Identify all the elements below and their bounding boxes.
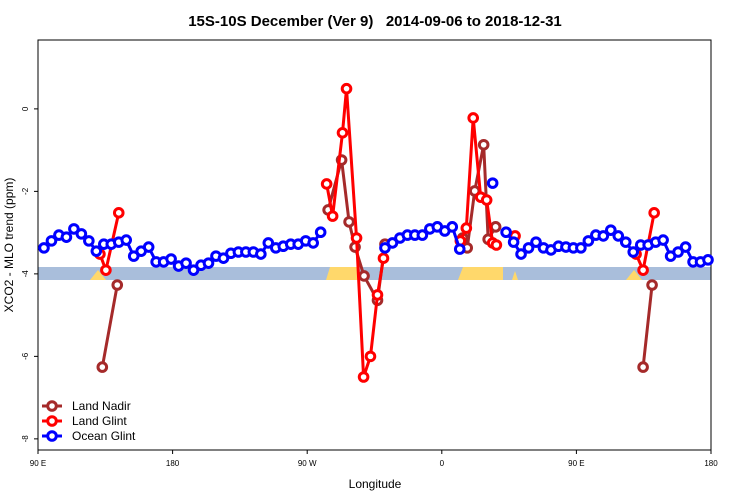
point xyxy=(111,279,124,291)
point xyxy=(68,223,80,235)
point xyxy=(75,228,88,240)
point xyxy=(187,264,200,276)
point xyxy=(202,257,215,269)
land-band xyxy=(90,270,106,280)
point xyxy=(120,234,133,246)
point xyxy=(637,264,649,276)
y-tick-label: -2 xyxy=(21,187,30,195)
point xyxy=(364,350,377,363)
point xyxy=(340,82,353,95)
point xyxy=(371,289,384,301)
legend-marker xyxy=(46,430,58,442)
point xyxy=(180,257,192,269)
x-tick-label: 180 xyxy=(704,459,718,468)
point xyxy=(90,245,103,257)
chart-title: 15S-10S December (Ver 9) 2014-09-06 to 2… xyxy=(188,13,562,30)
point xyxy=(604,224,617,236)
point xyxy=(597,230,610,242)
point xyxy=(515,248,527,260)
point xyxy=(96,361,109,373)
point xyxy=(343,216,355,228)
point xyxy=(38,242,50,254)
point xyxy=(357,371,370,383)
legend-marker xyxy=(46,415,58,427)
point xyxy=(648,207,660,219)
point xyxy=(679,241,692,253)
point xyxy=(460,222,473,234)
point xyxy=(100,264,112,276)
point xyxy=(530,236,542,248)
point xyxy=(480,194,493,206)
point xyxy=(350,232,363,244)
point xyxy=(377,252,390,264)
point xyxy=(45,235,58,247)
point xyxy=(507,236,520,248)
point xyxy=(522,242,535,254)
land-ocean-band xyxy=(38,267,711,280)
y-tick-label: -4 xyxy=(21,270,30,278)
point xyxy=(467,112,480,124)
point xyxy=(386,237,399,249)
x-tick-label: 0 xyxy=(440,459,445,468)
ocean-band xyxy=(38,267,711,280)
point xyxy=(672,246,684,258)
point xyxy=(217,252,230,264)
legend-label: Land Nadir xyxy=(72,399,131,413)
point xyxy=(307,237,319,249)
point xyxy=(60,231,73,243)
land-band xyxy=(326,267,360,280)
x-tick-label: 90 E xyxy=(568,459,584,468)
point xyxy=(379,242,391,254)
point xyxy=(358,270,370,282)
point xyxy=(486,177,499,189)
point xyxy=(489,221,502,233)
x-tick-label: 180 xyxy=(166,459,180,468)
legend-label: Land Glint xyxy=(72,414,127,428)
point xyxy=(627,246,640,258)
point xyxy=(314,226,327,239)
point xyxy=(446,221,459,233)
land-band xyxy=(512,271,518,280)
point xyxy=(165,253,177,265)
point xyxy=(619,236,632,248)
point xyxy=(582,235,595,247)
x-axis-label: Longitude xyxy=(349,477,402,491)
point xyxy=(255,248,267,260)
y-tick-label: -8 xyxy=(21,435,30,443)
point xyxy=(657,234,669,246)
y-tick-label: 0 xyxy=(21,106,30,111)
series-line xyxy=(98,88,656,378)
plot-frame xyxy=(37,39,712,451)
point xyxy=(500,226,512,239)
point xyxy=(477,138,490,151)
x-tick-label: 90 W xyxy=(298,459,317,468)
point xyxy=(112,207,125,219)
point xyxy=(575,242,587,254)
point xyxy=(637,361,649,373)
point xyxy=(416,229,429,241)
point xyxy=(127,250,140,262)
point xyxy=(612,230,625,242)
legend-marker xyxy=(46,400,58,412)
land-band xyxy=(458,267,503,280)
legend-label: Ocean Glint xyxy=(72,429,136,443)
point xyxy=(490,239,503,251)
point xyxy=(702,254,714,266)
point xyxy=(142,241,155,253)
y-tick-label: -6 xyxy=(21,352,30,360)
y-axis-label: XCO2 - MLO trend (ppm) xyxy=(2,178,16,313)
point xyxy=(320,178,333,190)
point xyxy=(262,237,275,249)
series-line xyxy=(100,144,654,368)
land-band xyxy=(626,270,642,280)
point xyxy=(83,235,95,247)
point xyxy=(646,279,658,291)
point xyxy=(326,210,339,222)
x-tick-label: 90 E xyxy=(30,459,46,468)
point xyxy=(453,243,466,255)
point xyxy=(336,127,349,139)
